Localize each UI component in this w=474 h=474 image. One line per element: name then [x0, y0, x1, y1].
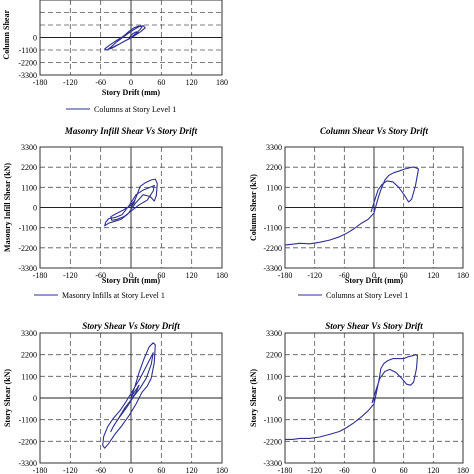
x-tick-label: 0	[129, 466, 133, 474]
x-tick-label: 0	[372, 271, 376, 280]
hysteresis-series-line	[104, 25, 146, 51]
x-tick-label: 180	[216, 271, 228, 280]
plot-frame	[39, 146, 223, 269]
y-axis-label: Masonry Infill Shear (kN)	[3, 163, 12, 252]
x-tick-label: -120	[307, 466, 322, 474]
y-tick-label: 0	[278, 204, 282, 213]
y-tick-label: -2200	[18, 437, 37, 446]
y-tick-label: 0	[33, 34, 37, 43]
y-tick-label: 3300	[266, 143, 282, 152]
x-axis-label: Story Drift (mm)	[102, 276, 161, 285]
x-tick-label: 120	[427, 466, 439, 474]
y-tick-label: 0	[33, 394, 37, 403]
chart-panel-column-shear: -180 -120 -60 0 60 120 180 3300 2200 1100 0 -1100 -2…	[249, 126, 469, 300]
x-tick-label: 0	[129, 271, 133, 280]
x-tick-label: 120	[186, 271, 198, 280]
x-tick-label: -60	[95, 78, 106, 87]
x-tick-label: 60	[400, 466, 408, 474]
y-tick-label: -1100	[19, 224, 37, 233]
y-tick-label: 2200	[266, 163, 282, 172]
x-tick-label: 120	[186, 78, 198, 87]
y-tick-label: 0	[278, 394, 282, 403]
x-tick-label: -120	[63, 271, 78, 280]
y-axis-label: Column Shear (kN)	[249, 174, 258, 241]
legend-label: Columns at Story Level 1	[94, 105, 176, 114]
y-tick-label: 1100	[21, 183, 37, 192]
x-tick-label: -180	[33, 78, 48, 87]
y-tick-label: 2200	[21, 351, 37, 360]
x-tick-label: 180	[216, 466, 228, 474]
chart-panel-masonry-infill-shear: -180 -120 -60 0 60 120 180 3300 2200 1100 0 -1100 -2…	[3, 126, 228, 300]
y-tick-label: -1100	[19, 416, 37, 425]
hysteresis-series-line	[104, 178, 158, 227]
y-tick-label: -3300	[18, 264, 37, 273]
y-tick-label: -1100	[19, 46, 37, 55]
x-tick-label: -60	[339, 271, 350, 280]
legend-label: Masonry Infills at Story Level 1	[62, 291, 165, 300]
x-tick-label: -120	[63, 78, 78, 87]
y-tick-label: -3300	[18, 71, 37, 80]
y-tick-label: 3300	[21, 329, 37, 338]
x-tick-label: -120	[307, 271, 322, 280]
x-axis-label: Story Drift (mm)	[345, 276, 404, 285]
x-tick-label: -60	[95, 466, 106, 474]
plot-frame	[39, 0, 223, 76]
plot-frame	[39, 332, 223, 464]
x-tick-label: 60	[157, 271, 165, 280]
chart-title: Column Shear Vs Story Drift	[320, 126, 429, 136]
x-tick-label: 180	[457, 466, 469, 474]
y-axis-label: Column Shear	[2, 10, 11, 60]
x-tick-label: 60	[157, 466, 165, 474]
x-tick-label: 180	[216, 78, 228, 87]
y-tick-label: -1100	[264, 224, 282, 233]
y-tick-label: 0	[33, 204, 37, 213]
x-tick-label: -180	[278, 271, 293, 280]
y-tick-label: -2200	[18, 59, 37, 68]
x-tick-label: 0	[372, 466, 376, 474]
chart-panel-story-shear-left: -180 -120 -60 0 60 120 180 3300 2200 1100 0 -1100 -2…	[3, 321, 228, 474]
y-tick-label: -3300	[263, 264, 282, 273]
y-tick-label: 1100	[266, 372, 282, 381]
y-axis-label: Story Shear (kN)	[3, 369, 12, 427]
x-tick-label: -180	[278, 466, 293, 474]
x-tick-label: 60	[157, 78, 165, 87]
x-tick-label: -180	[33, 466, 48, 474]
plot-frame	[284, 332, 464, 464]
chart-title: Masonry Infill Shear Vs Story Drift	[64, 126, 198, 136]
legend-label: Columns at Story Level 1	[326, 291, 408, 300]
y-tick-label: -2200	[18, 244, 37, 253]
y-tick-label: 3300	[21, 143, 37, 152]
y-tick-label: 3300	[266, 329, 282, 338]
x-tick-label: -120	[63, 466, 78, 474]
chart-title: Story Shear Vs Story Drift	[325, 321, 423, 331]
chart-title: Story Shear Vs Story Drift	[82, 321, 180, 331]
y-tick-label: 1100	[21, 372, 37, 381]
hysteresis-series-line	[284, 166, 420, 246]
y-tick-label: -3300	[263, 459, 282, 468]
y-tick-label: 2200	[266, 351, 282, 360]
chart-panel-column-shear-top: -180 -120 -60 0 60 120 180 0 -1100 -2200 -3300 Stor…	[2, 0, 228, 114]
x-tick-label: -60	[339, 466, 350, 474]
x-tick-label: 120	[186, 466, 198, 474]
x-axis-label: Story Drift (mm)	[102, 88, 161, 97]
y-axis-label: Story Shear (kN)	[249, 369, 258, 427]
x-tick-label: 120	[427, 271, 439, 280]
chart-panel-story-shear-right: -180 -120 -60 0 60 120 180 3300 2200 1100 0 -1100 -2…	[249, 321, 469, 474]
x-tick-label: -180	[33, 271, 48, 280]
y-tick-label: -2200	[263, 437, 282, 446]
hysteresis-series-line	[102, 342, 156, 449]
y-tick-label: -3300	[18, 459, 37, 468]
y-tick-label: -1100	[264, 416, 282, 425]
y-tick-label: 2200	[21, 163, 37, 172]
x-tick-label: -60	[95, 271, 106, 280]
plot-frame	[284, 146, 464, 269]
x-tick-label: 0	[129, 78, 133, 87]
hysteresis-series-line	[285, 354, 419, 440]
x-tick-label: 60	[400, 271, 408, 280]
x-tick-label: 180	[457, 271, 469, 280]
y-tick-label: -2200	[263, 244, 282, 253]
y-tick-label: 1100	[266, 183, 282, 192]
